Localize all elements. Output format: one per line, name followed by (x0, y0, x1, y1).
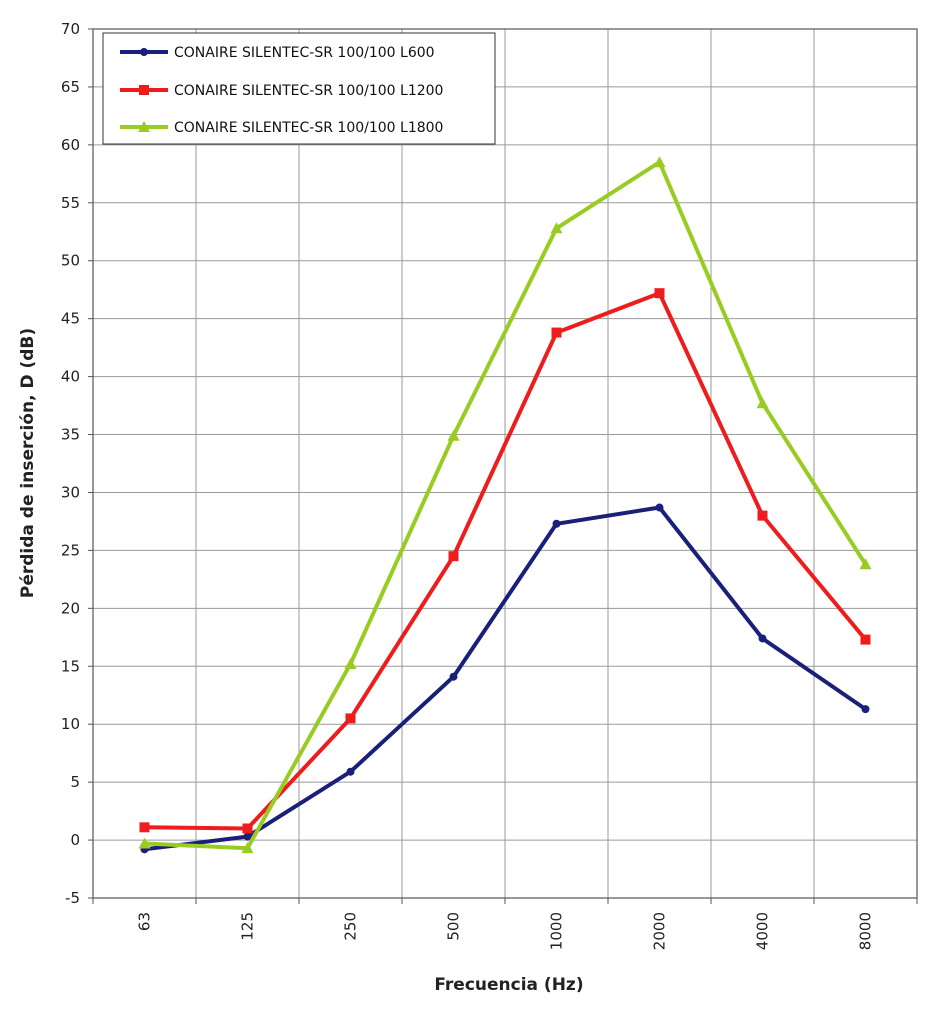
data-point (859, 558, 872, 570)
y-axis: -5 0 5 10 15 20 25 30 35 40 45 50 55 60 65 70 (61, 20, 93, 907)
y-tick-label: 45 (61, 310, 80, 328)
data-point (756, 397, 769, 409)
y-tick-label: 25 (61, 541, 80, 559)
data-point (346, 767, 355, 776)
x-tick-label: 63 (136, 912, 154, 931)
y-tick-label: 65 (61, 78, 80, 96)
legend-marker (140, 48, 148, 56)
x-axis: 63 125 250 500 1000 2000 4000 8000 (92, 898, 918, 950)
y-tick-label: 5 (70, 773, 80, 791)
x-tick-label: 125 (239, 912, 257, 941)
data-point (655, 503, 664, 512)
y-tick-label: 40 (61, 368, 80, 386)
x-tick-label: 2000 (651, 912, 669, 950)
data-point (757, 510, 768, 521)
data-point (552, 519, 561, 528)
x-tick-label: 4000 (754, 912, 772, 950)
legend-entry: CONAIRE SILENTEC-SR 100/100 L1800 (120, 120, 443, 136)
series-line (142, 160, 868, 851)
y-tick-label: -5 (65, 889, 80, 907)
y-tick-label: 10 (61, 715, 80, 733)
y-tick-label: 50 (61, 252, 80, 270)
data-point (861, 705, 870, 714)
data-point (550, 222, 563, 234)
y-tick-label: 20 (61, 599, 80, 617)
data-point (654, 288, 665, 299)
x-tick-label: 500 (445, 912, 463, 941)
legend-entry: CONAIRE SILENTEC-SR 100/100 L600 (120, 45, 435, 61)
y-tick-label: 55 (61, 194, 80, 212)
legend-box (102, 32, 496, 145)
data-point (653, 156, 666, 168)
data-point (758, 634, 767, 643)
data-point (449, 672, 458, 681)
data-point (139, 822, 150, 833)
x-tick-label: 8000 (857, 912, 875, 950)
data-point (345, 713, 356, 724)
legend-entry: CONAIRE SILENTEC-SR 100/100 L1200 (120, 83, 443, 99)
series-2 (139, 288, 871, 834)
data-point (448, 551, 459, 562)
series-1 (140, 503, 870, 854)
y-tick-label: 70 (61, 20, 80, 38)
y-axis-title: Pérdida de inserción, D (dB) (18, 328, 38, 598)
legend-marker (138, 121, 150, 132)
x-axis-title: Frecuencia (Hz) (434, 975, 583, 995)
data-point (447, 429, 460, 441)
series-3 (138, 156, 872, 854)
data-point (344, 657, 357, 669)
y-tick-label: 15 (61, 657, 80, 675)
series-line (142, 505, 868, 852)
y-tick-label: 60 (61, 136, 80, 154)
grid (93, 28, 917, 899)
legend-label: CONAIRE SILENTEC-SR 100/100 L1200 (174, 83, 443, 99)
legend-marker (139, 85, 149, 95)
data-point (241, 842, 254, 854)
y-tick-label: 30 (61, 483, 80, 501)
legend-label: CONAIRE SILENTEC-SR 100/100 L600 (174, 45, 435, 61)
data-point (138, 837, 151, 849)
y-tick-label: 0 (70, 831, 80, 849)
series-group (138, 156, 872, 854)
data-point (551, 327, 562, 338)
y-tick-label: 35 (61, 426, 80, 444)
x-tick-label: 1000 (548, 912, 566, 950)
data-point (242, 823, 253, 834)
data-point (243, 832, 252, 841)
series-line (142, 291, 868, 831)
legend-label: CONAIRE SILENTEC-SR 100/100 L1800 (174, 120, 443, 136)
data-point (860, 634, 871, 645)
legend: CONAIRE SILENTEC-SR 100/100 L600 CONAIRE … (102, 32, 496, 145)
x-tick-label: 250 (342, 912, 360, 941)
